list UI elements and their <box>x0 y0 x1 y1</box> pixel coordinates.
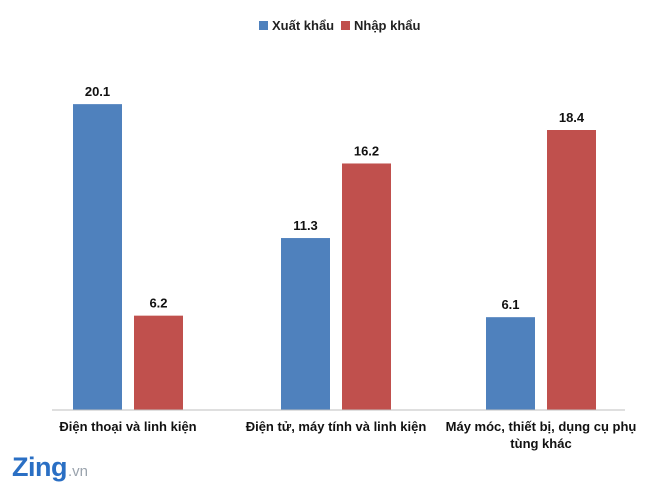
legend-label-export: Xuất khẩu <box>272 18 334 33</box>
legend-swatch-export <box>259 21 268 30</box>
category-label-0: Điện thoại và linh kiện <box>59 419 196 434</box>
legend-swatch-import <box>341 21 350 30</box>
bar-export-2 <box>486 317 535 410</box>
data-label-export-0: 20.1 <box>85 84 110 99</box>
bar-import-0 <box>134 315 183 410</box>
data-label-export-1: 11.3 <box>293 218 318 233</box>
bar-import-2 <box>547 130 596 410</box>
data-label-import-2: 18.4 <box>559 110 585 125</box>
bar-export-0 <box>73 104 122 410</box>
data-label-import-0: 6.2 <box>149 296 167 311</box>
category-label-1: Điện tử, máy tính và linh kiện <box>246 419 427 434</box>
data-label-import-1: 16.2 <box>354 143 379 158</box>
logo-domain: .vn <box>67 463 88 480</box>
category-label-2-line-0: Máy móc, thiết bị, dụng cụ phụ <box>446 419 637 434</box>
logo-wordmark: Zing <box>12 452 67 482</box>
category-labels: Điện thoại và linh kiện Điện tử, máy tính… <box>59 419 636 451</box>
chart-legend: Xuất khẩu Nhập khẩu <box>259 18 421 33</box>
bar-series-group: 20.1 11.3 6.1 6.2 16.2 18.4 <box>73 84 596 410</box>
data-label-export-2: 6.1 <box>501 297 519 312</box>
zing-logo: Zing .vn <box>12 452 88 482</box>
category-label-2-line-1: tùng khác <box>510 436 571 451</box>
bar-export-1 <box>281 238 330 410</box>
bar-import-1 <box>342 163 391 410</box>
legend-label-import: Nhập khẩu <box>354 18 421 33</box>
